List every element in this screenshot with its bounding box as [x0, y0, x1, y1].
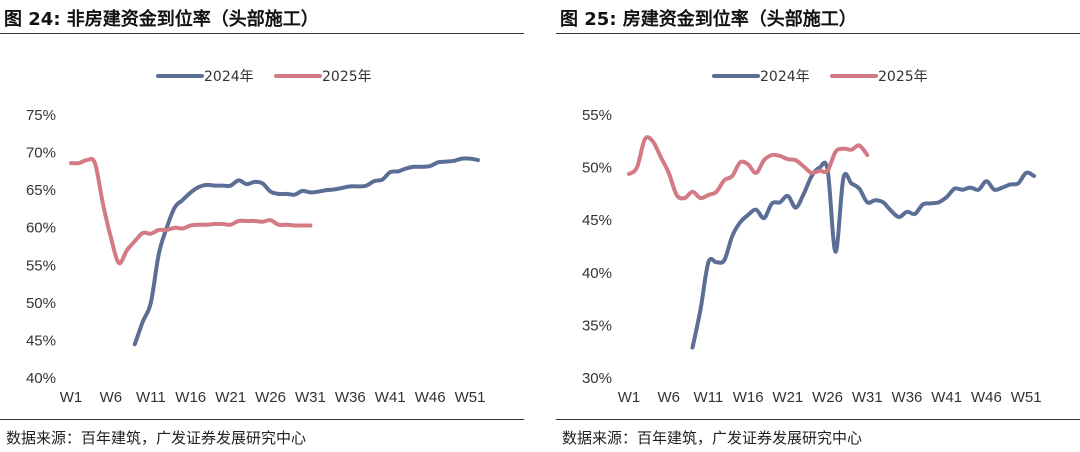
source-note: 数据来源：百年建筑，广发证券发展研究中心	[6, 429, 307, 447]
source-note: 数据来源：百年建筑，广发证券发展研究中心	[562, 429, 863, 447]
x-tick-label: W11	[694, 389, 724, 406]
y-tick-label: 70%	[26, 145, 56, 162]
y-tick-label: 50%	[26, 295, 56, 312]
y-tick-label: 65%	[26, 182, 56, 199]
x-tick-label: W41	[375, 389, 406, 406]
x-tick-label: W6	[657, 389, 680, 406]
series-line-2024	[132, 156, 480, 347]
chart-title: 图 25: 房建资金到位率（头部施工）	[560, 9, 857, 30]
x-tick-label: W36	[335, 389, 366, 406]
chart-panel-fig25: 图 25: 房建资金到位率（头部施工） 55% 50% 45% 40% 35% 30% W1…	[556, 0, 1080, 452]
y-tick-label: 75%	[26, 107, 56, 124]
line-chart-fig24: 75% 70% 65% 60% 55% 50% 45% 40%W1 W6 W11 W16 W21 W26…	[26, 69, 486, 406]
series-line-2025	[627, 135, 870, 201]
y-tick-label: 50%	[582, 160, 612, 177]
x-tick-label: W1	[618, 389, 641, 406]
y-tick-label: 45%	[582, 212, 612, 229]
y-tick-label: 35%	[582, 317, 612, 334]
x-tick-label: W16	[733, 389, 764, 406]
source-rule	[0, 419, 524, 420]
x-tick-label: W26	[255, 389, 286, 406]
x-tick-label: W6	[100, 389, 123, 406]
y-tick-label: 55%	[26, 257, 56, 274]
x-tick-label: W11	[136, 389, 166, 406]
title-rule	[556, 33, 1080, 34]
x-tick-label: W16	[175, 389, 206, 406]
x-tick-label: W51	[455, 389, 486, 406]
legend-label: 2024年	[760, 69, 810, 85]
y-tick-label: 55%	[582, 107, 612, 124]
series-line-2024	[690, 160, 1037, 350]
y-tick-label: 30%	[582, 370, 612, 387]
x-tick-label: W1	[60, 389, 83, 406]
x-tick-label: W21	[772, 389, 803, 406]
x-tick-label: W31	[852, 389, 883, 406]
series-line-2025	[69, 156, 313, 266]
title-rule	[0, 33, 524, 34]
x-tick-label: W41	[931, 389, 962, 406]
x-tick-label: W36	[892, 389, 923, 406]
legend-label: 2025年	[322, 69, 372, 85]
x-tick-label: W46	[415, 389, 446, 406]
line-chart-fig25: 55% 50% 45% 40% 35% 30% W1 W6 W11 W16 W21 W26 W31 W36…	[582, 69, 1042, 406]
x-tick-label: W21	[215, 389, 246, 406]
chart-panel-fig24: 图 24: 非房建资金到位率（头部施工） 75% 70% 65% 60% 55% 50% 4…	[0, 0, 524, 452]
x-tick-label: W51	[1011, 389, 1042, 406]
y-tick-label: 40%	[582, 265, 612, 282]
y-tick-label: 45%	[26, 332, 56, 349]
legend-label: 2024年	[204, 69, 254, 85]
legend-label: 2025年	[878, 69, 928, 85]
x-tick-label: W46	[971, 389, 1002, 406]
x-tick-label: W31	[295, 389, 326, 406]
source-rule	[556, 419, 1080, 420]
x-tick-label: W26	[812, 389, 843, 406]
y-tick-label: 40%	[26, 370, 56, 387]
chart-title: 图 24: 非房建资金到位率（头部施工）	[4, 9, 319, 30]
y-tick-label: 60%	[26, 220, 56, 237]
